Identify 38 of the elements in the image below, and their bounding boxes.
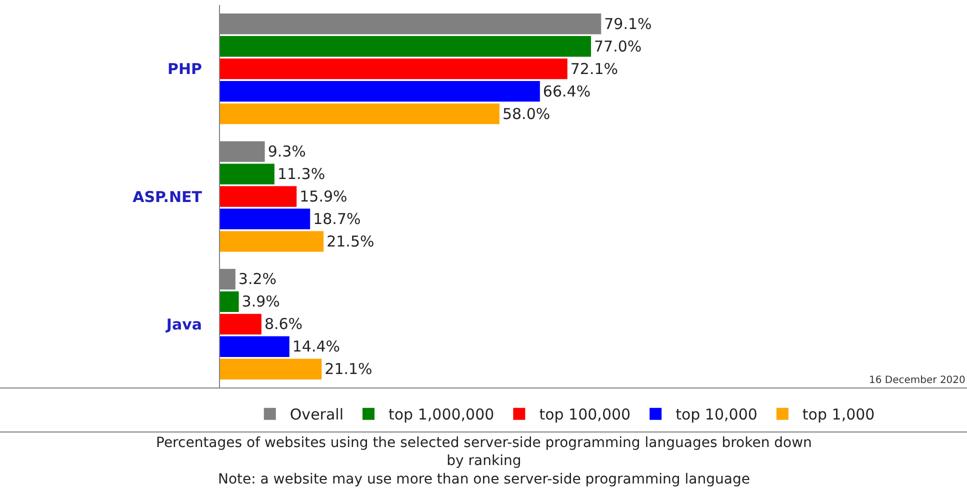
data-label: 18.7%: [313, 210, 361, 228]
bar: [220, 36, 591, 57]
data-label: 14.4%: [292, 338, 340, 356]
legend-label: top 100,000: [539, 406, 631, 424]
text: Note: a website may use more than one server-side programming language: [218, 471, 750, 488]
bar: [220, 314, 262, 334]
data-label: 9.3%: [268, 142, 306, 161]
data-label: 3.2%: [238, 270, 277, 288]
bar: [220, 231, 324, 252]
data-label: 66.4%: [542, 82, 591, 100]
y-tick-label: PHP: [167, 60, 202, 78]
data-label: 79.1%: [604, 14, 652, 33]
data-label: 58.0%: [502, 104, 550, 123]
bar: [220, 58, 568, 80]
y-tick-label: ASP.NET: [132, 188, 203, 206]
text: 16 December 2020: [869, 375, 966, 386]
legend-label: top 10,000: [676, 406, 758, 424]
bar: [220, 103, 500, 124]
data-label: 21.5%: [326, 232, 374, 250]
bar: [220, 358, 322, 380]
legend-label: top 1,000,000: [388, 406, 494, 424]
bar: [220, 186, 297, 207]
legend-label: Overall: [290, 406, 344, 424]
data-label: 11.3%: [277, 165, 326, 184]
bar: [220, 336, 290, 357]
data-label: 77.0%: [594, 37, 642, 56]
legend-label: top 1,000: [802, 406, 875, 424]
data-label: 8.6%: [264, 315, 303, 334]
text: Percentages of websites using the selected server-side programming languages broken down by ranking: [156, 435, 812, 470]
bar: [220, 208, 310, 230]
data-label: 72.1%: [570, 60, 618, 78]
data-label: 21.1%: [324, 360, 372, 378]
bar: [220, 164, 274, 184]
bar: [220, 291, 239, 312]
data-label: 15.9%: [300, 188, 348, 206]
y-tick-label: Java: [165, 315, 202, 334]
bar: [220, 80, 540, 102]
data-label: 3.9%: [242, 292, 280, 311]
